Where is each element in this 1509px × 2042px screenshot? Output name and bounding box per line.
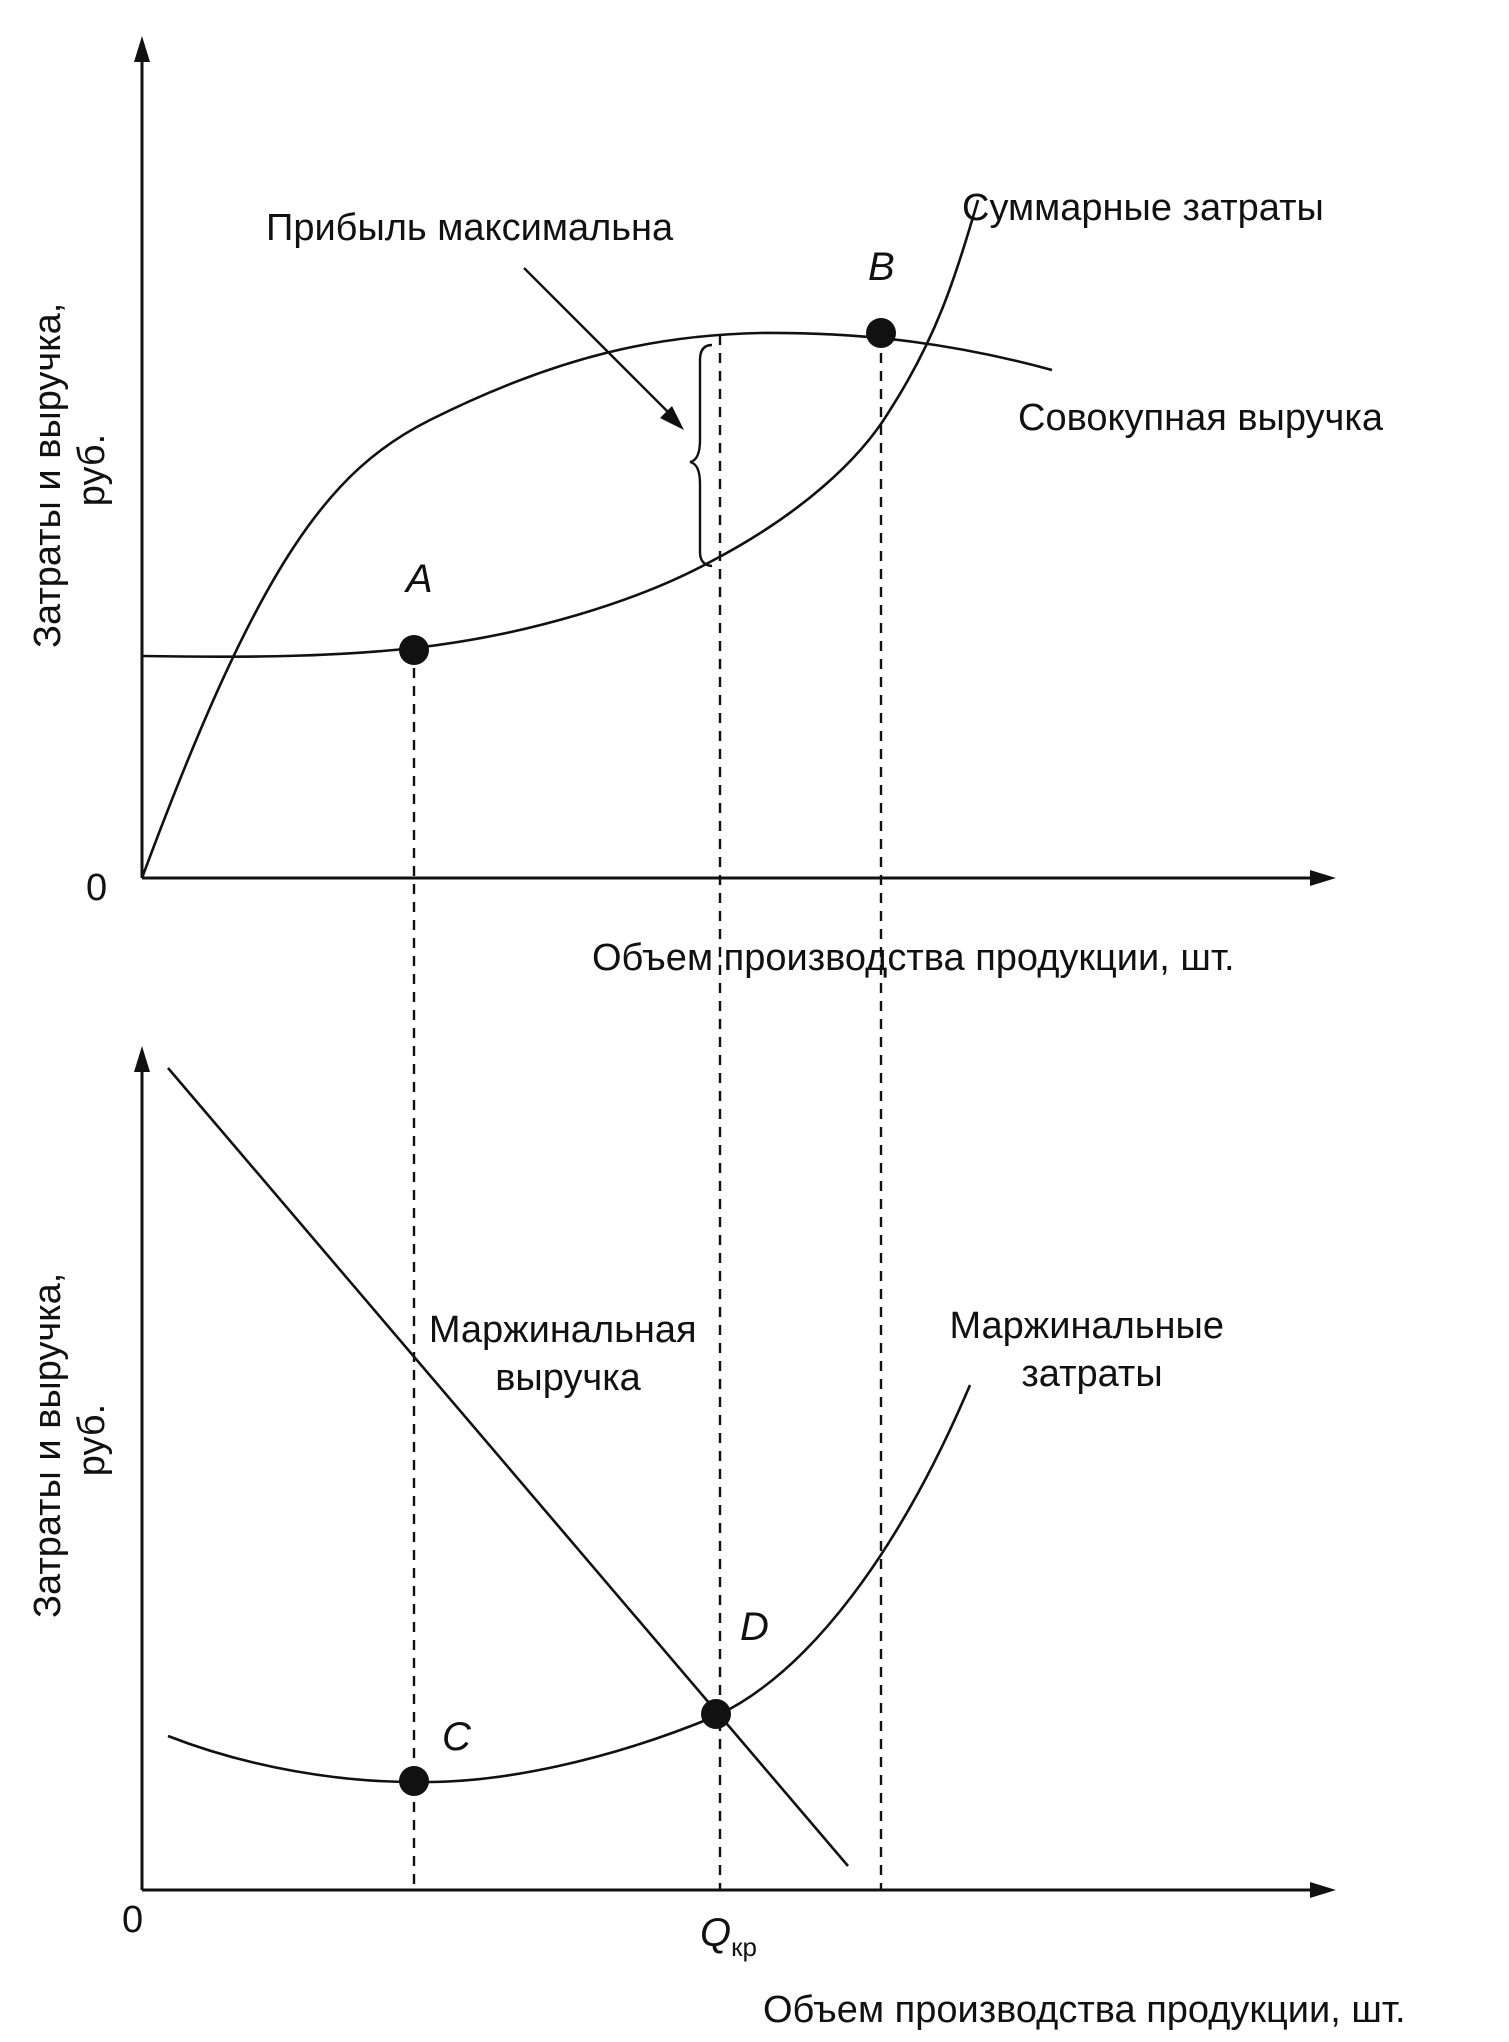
point-b — [866, 318, 896, 348]
total-revenue-curve — [140, 331, 1053, 879]
bottom-x-axis-arrow — [1310, 1882, 1336, 1898]
q-critical-main: Q — [700, 1911, 731, 1955]
total-cost-curve — [141, 199, 980, 659]
point-c — [399, 1766, 429, 1796]
top-x-axis-label: Объем производства продукции, шт. — [592, 937, 1235, 979]
bottom-x-axis-label: Объем производства продукции, шт. — [763, 1989, 1406, 2031]
top-panel: 0 Затраты и выручка, руб. A B Прибыль ма… — [27, 36, 1384, 1890]
marginal-revenue-label-line2: выручка — [495, 1357, 641, 1399]
q-critical-sub: кр — [731, 1932, 757, 1962]
max-profit-label: Прибыль максимальна — [266, 207, 674, 249]
bottom-y-axis-label: Затраты и выручка, руб. — [27, 1262, 113, 1618]
marginal-cost-label-line2: затраты — [1021, 1353, 1162, 1395]
point-d — [701, 1699, 731, 1729]
total-revenue-label: Совокупная выручка — [1018, 397, 1384, 439]
marginal-revenue-line — [167, 1067, 849, 1867]
top-y-axis-label: Затраты и выручка, руб. — [27, 292, 113, 648]
top-y-axis-arrow — [134, 36, 150, 62]
bottom-y-axis-label-line1: Затраты и выручка, — [27, 1273, 69, 1618]
total-cost-label: Суммарные затраты — [962, 187, 1324, 229]
point-a — [399, 635, 429, 665]
bottom-panel: 0 Затраты и выручка, руб. C D Маржинальн… — [27, 1046, 1406, 2031]
point-c-label: C — [442, 1715, 472, 1759]
point-d-label: D — [740, 1605, 769, 1649]
marginal-cost-label: Маржинальные затраты — [949, 1305, 1234, 1395]
top-y-axis-label-line1: Затраты и выручка, — [27, 303, 69, 648]
bottom-y-axis-arrow — [134, 1046, 150, 1072]
marginal-cost-label-line1: Маржинальные — [949, 1305, 1224, 1347]
q-critical-label: Qкр — [700, 1911, 757, 1962]
marginal-cost-curve — [167, 1384, 972, 1784]
max-profit-brace — [689, 343, 713, 568]
top-origin-label: 0 — [86, 867, 107, 909]
marginal-revenue-label: Маржинальная выручка — [429, 1309, 707, 1399]
max-profit-arrow-line — [523, 267, 675, 419]
bottom-origin-label: 0 — [122, 1899, 143, 1941]
top-y-axis-label-line2: руб. — [71, 434, 113, 506]
max-profit-arrow-head — [660, 406, 684, 430]
point-a-label: A — [404, 557, 433, 601]
top-x-axis-arrow — [1310, 870, 1336, 886]
point-b-label: B — [868, 245, 895, 289]
marginal-revenue-label-line1: Маржинальная — [429, 1309, 697, 1351]
bottom-y-axis-label-line2: руб. — [71, 1404, 113, 1476]
